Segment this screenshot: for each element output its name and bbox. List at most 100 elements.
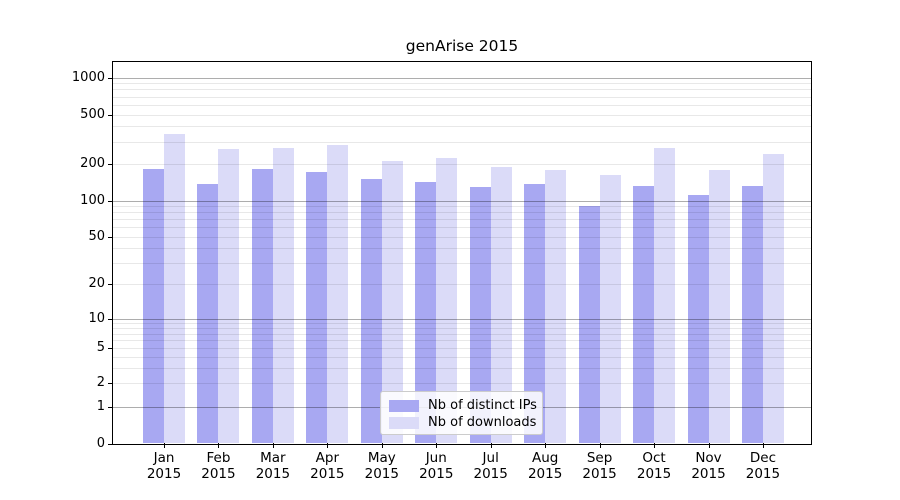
gridline-minor	[113, 328, 811, 330]
x-tick	[545, 443, 547, 448]
bar-distinct-ips-sep	[578, 206, 600, 444]
y-tick	[108, 163, 113, 165]
x-tick	[599, 443, 601, 448]
y-tick-label: 100	[80, 192, 105, 208]
x-tick	[272, 443, 274, 448]
x-tick-label: Jun 2015	[396, 450, 476, 482]
x-tick	[164, 443, 165, 448]
y-tick	[108, 114, 113, 116]
bar-distinct-ips-feb	[197, 184, 219, 444]
y-tick	[108, 406, 113, 408]
y-tick-label: 2	[96, 375, 105, 390]
x-tick-month: Dec	[749, 450, 776, 466]
gridline-minor	[113, 262, 811, 264]
bar-downloads-sep	[599, 174, 621, 444]
x-tick-month: Jul	[482, 450, 499, 466]
bar-downloads-jan	[164, 134, 185, 444]
y-tick	[108, 237, 113, 238]
y-tick	[108, 200, 113, 202]
y-tick	[108, 77, 113, 79]
x-tick-label: Feb 2015	[178, 450, 258, 482]
plot-area	[108, 61, 812, 448]
x-tick-year: 2015	[527, 466, 563, 482]
gridline-minor	[113, 367, 811, 369]
gridline-minor	[113, 83, 811, 85]
x-tick-label: Oct 2015	[614, 450, 694, 482]
bar-distinct-ips-jan	[143, 168, 164, 444]
legend-item-distinct-ips: Nb of distinct IPs	[389, 398, 537, 413]
y-tick	[108, 283, 113, 285]
x-tick	[762, 443, 764, 448]
bar-distinct-ips-apr	[306, 171, 328, 444]
bar-distinct-ips-jun	[415, 181, 437, 444]
x-tick-month: Mar	[260, 450, 286, 466]
y-tick-label: 5	[96, 340, 105, 355]
x-tick-year: 2015	[419, 466, 454, 482]
bar-downloads-dec	[762, 154, 784, 444]
bar-downloads-may	[381, 160, 403, 444]
gridline-minor	[113, 96, 811, 98]
y-tick	[108, 319, 113, 320]
gridline-minor	[113, 383, 811, 384]
bar-downloads-apr	[327, 144, 349, 444]
x-tick-label: Apr 2015	[287, 450, 367, 482]
x-tick-year: 2015	[473, 466, 508, 482]
bar-downloads-oct	[654, 148, 676, 444]
x-tick	[654, 443, 656, 448]
x-tick	[490, 443, 492, 448]
chart-title: genArise 2015	[405, 37, 519, 55]
gridline-minor	[113, 219, 811, 221]
x-tick-label: Jul 2015	[451, 450, 531, 482]
x-tick-label: May 2015	[342, 450, 422, 482]
gridline-minor	[113, 348, 811, 349]
x-tick-month: Nov	[695, 450, 722, 466]
x-tick-year: 2015	[255, 466, 291, 482]
gridline-minor	[113, 323, 811, 325]
bar-distinct-ips-nov	[687, 195, 709, 444]
gridline-minor	[113, 237, 811, 238]
x-tick	[708, 443, 710, 448]
bar-distinct-ips-oct	[633, 186, 655, 444]
legend-label-downloads: Nb of downloads	[428, 415, 537, 430]
gridline-minor	[113, 283, 811, 285]
x-tick	[327, 443, 329, 448]
legend: Nb of distinct IPs Nb of downloads	[380, 391, 543, 435]
gridline-minor	[113, 114, 811, 116]
y-tick-label: 500	[80, 106, 105, 122]
x-tick-year: 2015	[201, 466, 236, 482]
legend-swatch-distinct-ips	[389, 399, 419, 412]
gridline-minor	[113, 126, 811, 128]
bar-distinct-ips-dec	[741, 186, 763, 444]
x-tick-label: Nov 2015	[669, 450, 749, 482]
x-tick-year: 2015	[364, 466, 399, 482]
gridline-major	[113, 200, 811, 202]
gridline-minor	[113, 340, 811, 342]
x-tick	[381, 443, 383, 448]
x-tick-year: 2015	[582, 466, 617, 482]
bar-downloads-jun	[436, 158, 458, 444]
gridline-minor	[113, 89, 811, 91]
x-tick-month: Jan	[153, 450, 175, 466]
y-tick	[108, 443, 113, 445]
x-tick-month: Jun	[425, 450, 447, 466]
y-tick	[108, 348, 113, 349]
gridline-major	[113, 77, 811, 79]
gridline-minor	[113, 248, 811, 250]
x-tick-month: Sep	[586, 450, 613, 466]
bar-downloads-aug	[545, 170, 567, 444]
x-tick-label: Jan 2015	[124, 450, 204, 482]
legend-item-downloads: Nb of downloads	[389, 415, 537, 430]
gridline-minor	[113, 104, 811, 106]
gridline-minor	[113, 333, 811, 335]
x-tick-label: Mar 2015	[233, 450, 313, 482]
gridline-minor	[113, 163, 811, 165]
x-tick-label: Sep 2015	[560, 450, 640, 482]
y-tick-label: 20	[88, 275, 105, 291]
x-tick-month: Feb	[206, 450, 231, 466]
y-tick-label: 10	[88, 311, 105, 326]
x-tick-month: Apr	[315, 450, 340, 466]
legend-swatch-downloads	[389, 416, 419, 429]
x-tick-label: Aug 2015	[505, 450, 585, 482]
y-tick-label: 50	[88, 229, 105, 244]
